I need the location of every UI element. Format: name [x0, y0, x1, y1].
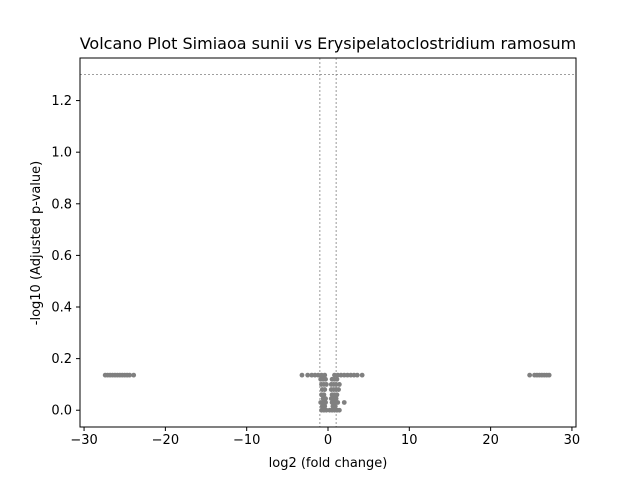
y-tick-label: 1.2: [51, 94, 72, 109]
y-tick-label: 1.0: [51, 146, 72, 161]
data-point: [335, 400, 341, 405]
x-tick-label: 10: [401, 433, 418, 448]
y-tick-label: 0.8: [51, 197, 72, 212]
threshold-lines: [80, 58, 576, 427]
data-point: [341, 400, 347, 405]
data-point: [322, 387, 328, 392]
data-point: [333, 396, 339, 402]
y-tick-label: 0.0: [51, 404, 72, 419]
data-point: [336, 382, 342, 387]
y-axis-title: -log10 (Adjusted p-value): [29, 161, 44, 325]
y-tick-label: 0.2: [51, 352, 72, 367]
data-point: [323, 376, 328, 382]
x-axis-title: log2 (fold change): [269, 456, 388, 471]
data-point: [359, 372, 365, 378]
data-point: [323, 400, 328, 405]
data-point: [305, 372, 311, 378]
data-point: [334, 392, 340, 398]
data-point: [127, 372, 132, 378]
x-tick-label: −10: [233, 433, 260, 448]
y-axis-ticks: 0.0 0.2 0.4 0.6 0.8 1.0 1.2: [51, 94, 80, 419]
x-tick-label: −20: [152, 433, 179, 448]
data-point: [299, 372, 305, 378]
data-point: [334, 376, 340, 382]
x-tick-label: 0: [324, 433, 332, 448]
data-point: [336, 407, 342, 413]
data-point: [336, 387, 341, 392]
data-point: [131, 372, 137, 378]
data-point: [546, 372, 552, 378]
data-point: [323, 382, 329, 387]
x-tick-label: 30: [564, 433, 581, 448]
data-point: [323, 396, 328, 402]
y-tick-label: 0.6: [51, 249, 72, 264]
data-point: [322, 372, 328, 378]
data-point: [322, 403, 328, 409]
y-tick-label: 0.4: [51, 301, 72, 316]
data-point: [354, 372, 360, 378]
x-tick-label: 20: [482, 433, 499, 448]
data-point: [527, 372, 533, 378]
x-tick-label: −30: [70, 433, 97, 448]
data-point: [321, 392, 327, 398]
data-point: [332, 403, 338, 409]
chart-title: Volcano Plot Simiaoa sunii vs Erysipelat…: [80, 34, 577, 53]
data-points: [102, 372, 552, 413]
x-axis-ticks: −30 −20 −10 0 10 20 30: [70, 427, 580, 448]
